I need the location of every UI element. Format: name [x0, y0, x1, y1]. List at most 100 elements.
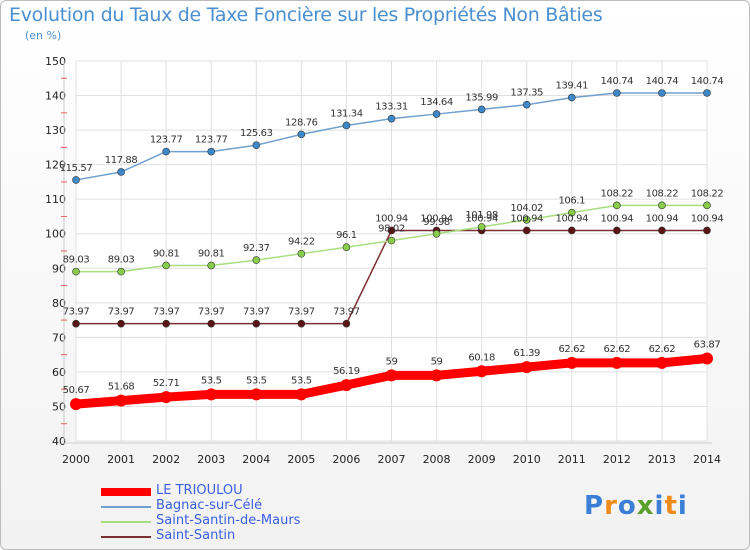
data-label: 101.98 — [465, 210, 498, 221]
x-tick-label: 2014 — [693, 453, 721, 466]
data-point — [297, 249, 306, 258]
data-point — [522, 216, 531, 224]
legend-swatch — [101, 536, 151, 538]
data-label: 51.68 — [108, 382, 135, 393]
y-tick-label: 80 — [52, 297, 66, 310]
data-point — [252, 256, 261, 264]
y-tick-label: 110 — [45, 193, 66, 206]
data-point — [295, 388, 308, 401]
data-point — [207, 261, 216, 270]
data-label: 98.02 — [378, 224, 405, 235]
data-label: 90.81 — [198, 248, 225, 259]
data-label: 117.88 — [105, 155, 138, 166]
y-tick-label: 50 — [52, 400, 66, 413]
data-point — [703, 89, 711, 97]
logo-letter: i — [677, 491, 688, 521]
data-label: 100.94 — [646, 213, 679, 224]
data-label: 53.5 — [201, 375, 222, 386]
data-point — [565, 356, 578, 369]
data-label: 73.97 — [153, 307, 180, 318]
data-label: 108.22 — [691, 188, 724, 199]
data-label: 73.97 — [288, 307, 315, 318]
data-point — [520, 361, 533, 374]
data-point — [522, 100, 531, 109]
data-label: 73.97 — [243, 307, 270, 318]
legend-swatch — [101, 521, 151, 523]
data-label: 62.62 — [604, 344, 631, 355]
data-point — [342, 121, 351, 130]
data-point — [387, 236, 396, 245]
data-label: 99.98 — [423, 217, 450, 228]
data-point — [72, 176, 80, 184]
data-point — [207, 319, 216, 328]
data-point — [701, 352, 713, 365]
data-label: 53.5 — [246, 375, 267, 386]
legend-label: LE TRIOULOU — [156, 483, 243, 498]
data-label: 115.57 — [60, 163, 93, 174]
data-label: 134.64 — [420, 97, 453, 108]
data-label: 100.94 — [601, 213, 634, 224]
data-point — [117, 168, 125, 176]
data-label: 100.94 — [691, 213, 724, 224]
data-point — [252, 141, 261, 149]
data-label: 73.97 — [333, 307, 360, 318]
data-label: 62.62 — [558, 344, 585, 355]
logo-letter: i — [654, 491, 665, 521]
data-point — [342, 319, 351, 328]
x-tick-label: 2000 — [62, 453, 90, 466]
data-label: 106.1 — [558, 196, 585, 207]
data-label: 50.67 — [63, 385, 90, 396]
y-tick-label: 60 — [52, 366, 66, 379]
x-tick-label: 2010 — [513, 453, 541, 466]
y-tick-label: 140 — [45, 90, 66, 103]
data-point — [610, 356, 623, 369]
data-point — [567, 93, 576, 102]
data-point — [613, 201, 621, 210]
data-label: 100.94 — [465, 213, 498, 224]
proxiti-logo: Proxiti — [584, 491, 688, 521]
data-label: 59 — [386, 356, 398, 367]
x-tick-label: 2011 — [558, 453, 586, 466]
data-label: 60.18 — [468, 352, 495, 363]
x-tick-label: 2013 — [648, 453, 676, 466]
legend-swatch — [101, 488, 151, 496]
data-point — [567, 226, 576, 235]
legend-label: Bagnac-sur-Célé — [156, 498, 263, 513]
data-point — [72, 267, 80, 276]
logo-letter: o — [617, 491, 637, 521]
x-tick-label: 2008 — [423, 453, 451, 466]
x-tick-label: 2003 — [197, 453, 225, 466]
data-label: 100.94 — [375, 213, 408, 224]
data-label: 133.31 — [375, 102, 408, 113]
data-label: 108.22 — [601, 188, 634, 199]
data-label: 73.97 — [108, 307, 135, 318]
data-point — [340, 379, 353, 392]
data-label: 131.34 — [330, 108, 363, 119]
data-label: 104.02 — [510, 203, 543, 214]
data-point — [432, 229, 441, 238]
y-tick-label: 100 — [45, 228, 66, 241]
data-label: 89.03 — [63, 255, 90, 266]
data-point — [205, 388, 218, 401]
data-label: 100.94 — [510, 213, 543, 224]
data-label: 89.03 — [108, 255, 135, 266]
data-point — [162, 261, 170, 270]
data-point — [297, 319, 306, 328]
data-point — [250, 388, 263, 401]
data-point — [162, 147, 170, 156]
x-tick-label: 2001 — [107, 453, 135, 466]
data-point — [658, 226, 666, 235]
data-point — [477, 105, 486, 114]
y-unit-label: (en %) — [25, 29, 62, 42]
data-label: 100.94 — [420, 213, 453, 224]
data-label: 135.99 — [465, 92, 498, 103]
data-label: 100.94 — [555, 213, 588, 224]
legend-label: Saint-Santin — [156, 528, 236, 543]
data-point — [477, 223, 486, 231]
data-point — [387, 114, 396, 123]
x-tick-label: 2005 — [287, 453, 315, 466]
data-label: 73.97 — [63, 307, 90, 318]
chart-title: Evolution du Taux de Taxe Foncière sur l… — [9, 4, 603, 26]
data-point — [72, 319, 80, 328]
